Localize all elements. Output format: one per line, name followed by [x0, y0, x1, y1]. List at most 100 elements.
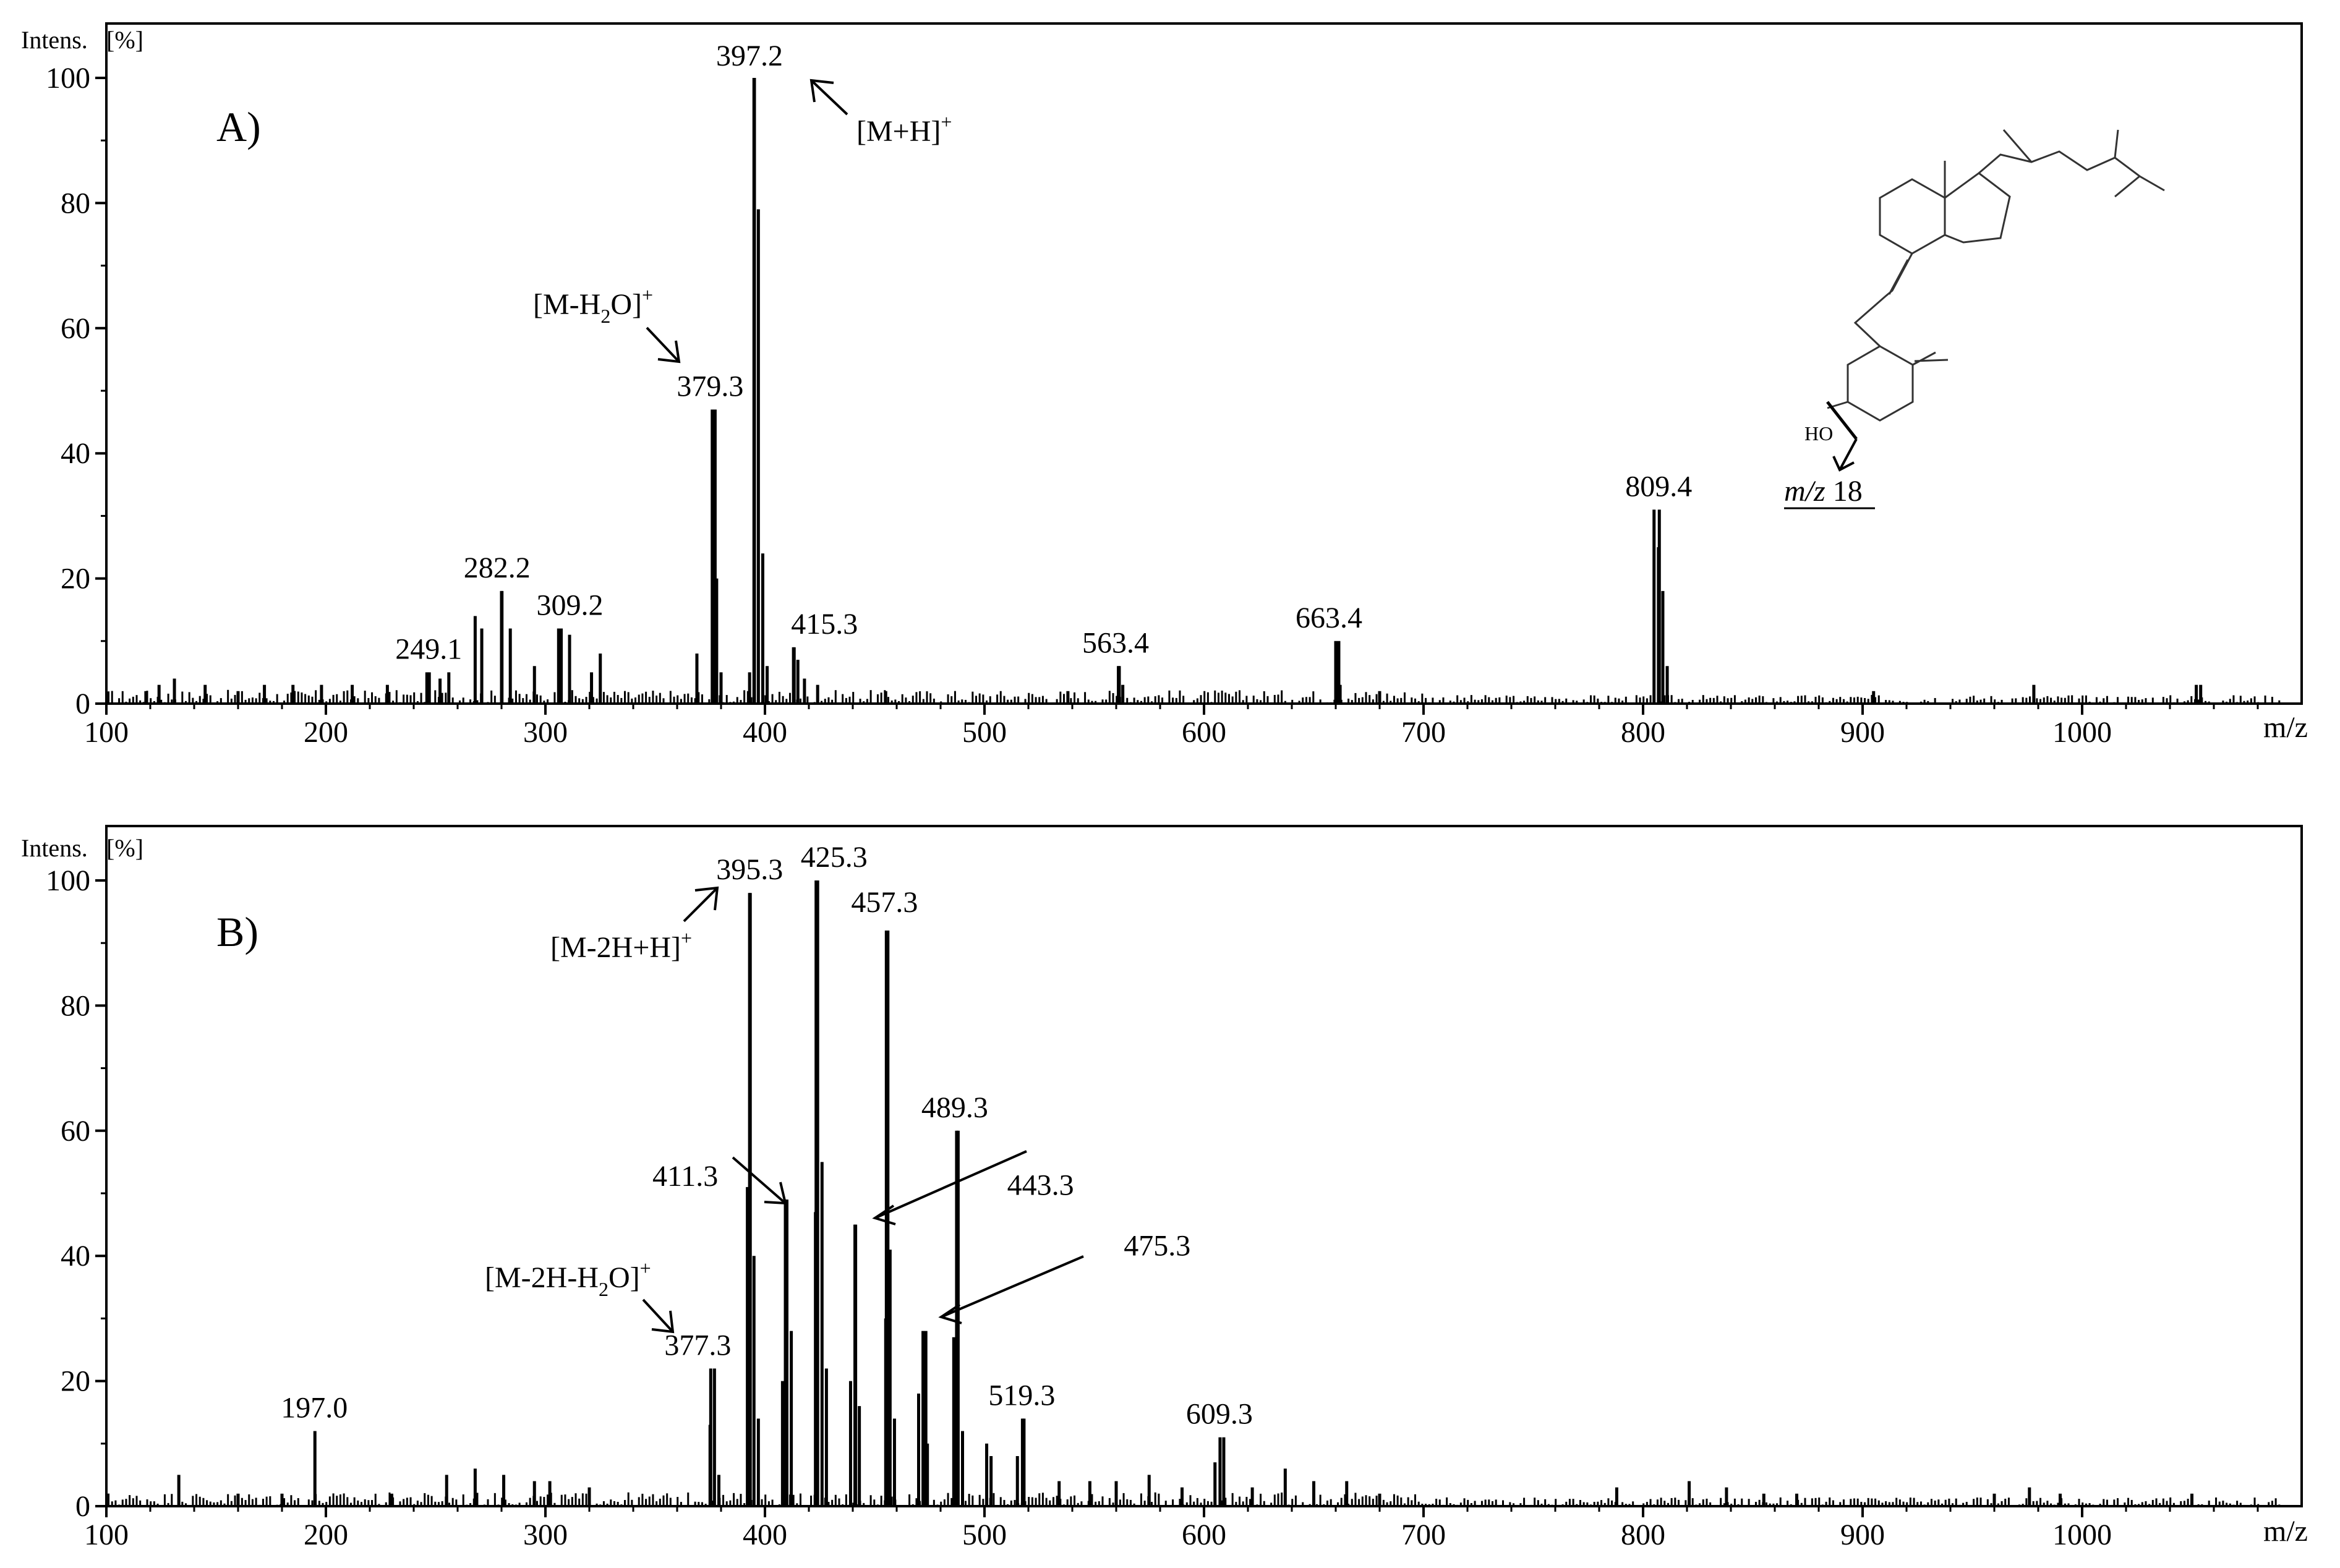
- peak-label: 379.3: [677, 370, 743, 403]
- peak-label: 197.0: [281, 1392, 348, 1425]
- axis-ticks: 100 200 300 400 500 600 700 800 900 1000 0 20 40 60 80…: [46, 864, 2259, 1551]
- peak-label: 609.3: [1186, 1398, 1253, 1431]
- annotation-arrow: [810, 79, 848, 116]
- x-tick-label: 400: [743, 716, 787, 749]
- peak-label: 411.3: [652, 1160, 718, 1193]
- y-tick-label: 40: [61, 437, 90, 470]
- y-tick-label: 0: [75, 1490, 90, 1523]
- peak-label: 397.2: [716, 40, 783, 72]
- structure-exomethylene: [1912, 351, 1949, 366]
- peak-label: 425.3: [801, 841, 868, 874]
- peak-label: 309.2: [537, 589, 604, 622]
- spectrum-bars: [108, 880, 2281, 1506]
- x-tick-label: 1000: [2052, 716, 2112, 749]
- structure-ring-a: [1847, 345, 1914, 422]
- arrow-head: [651, 1310, 675, 1334]
- peak-label: 395.3: [716, 853, 783, 886]
- arrow-475: [941, 1255, 1084, 1318]
- peak-label: 519.3: [988, 1379, 1055, 1412]
- annotation-arrow: [683, 887, 719, 922]
- peak-label: 443.3: [1007, 1169, 1074, 1202]
- annotation-m-minus-h2o: [M-H2O]+: [533, 284, 681, 364]
- x-tick-label: 100: [84, 716, 129, 749]
- annotation-text: [M-H2O]+: [533, 284, 653, 327]
- arrow-head: [657, 340, 681, 364]
- x-tick-label: 200: [304, 716, 348, 749]
- peak-label: 475.3: [1124, 1230, 1190, 1263]
- x-tick-label: 800: [1621, 1519, 1665, 1551]
- annotation-m-plus-h: [M+H]+: [809, 79, 952, 148]
- annotation-text: [M+H]+: [856, 111, 952, 148]
- x-tick-label: 900: [1840, 1519, 1885, 1551]
- peak-label: 809.4: [1625, 470, 1692, 503]
- axis-ticks: 100 200 300 400 500 600 700 800 900 1000 0 20 40 60 80…: [46, 62, 2259, 749]
- peak-label: 563.4: [1082, 626, 1149, 659]
- panel-b: 100 200 300 400 500 600 700 800 900 1000 0 20 40 60 80…: [21, 825, 2308, 1551]
- x-tick-label: 600: [1182, 1519, 1226, 1551]
- y-tick-label: 100: [46, 62, 90, 95]
- x-tick-label: 600: [1182, 716, 1226, 749]
- y-tick-label: 20: [61, 563, 90, 595]
- y-axis-label: Intens.: [21, 834, 88, 862]
- x-tick-label: 300: [523, 1519, 568, 1551]
- x-axis-label: m/z: [2263, 1515, 2308, 1548]
- panel-label: A): [216, 103, 261, 150]
- spectrum-bars: [108, 78, 2281, 704]
- peak-label: 377.3: [664, 1329, 731, 1361]
- peak-label: 457.3: [851, 886, 918, 919]
- peak-label: 282.2: [464, 552, 531, 584]
- x-tick-label: 300: [523, 716, 568, 749]
- panel-a: 100 200 300 400 500 600 700 800 900 1000 0 20 40 60 80…: [21, 22, 2308, 749]
- annotation-text: [M-2H+H]+: [550, 927, 692, 964]
- peak-label: 249.1: [395, 633, 462, 665]
- x-tick-label: 900: [1840, 716, 1885, 749]
- x-tick-label: 400: [743, 1519, 787, 1551]
- y-tick-label: 40: [61, 1240, 90, 1272]
- arrow-head: [694, 886, 719, 911]
- structure-side-chain: [1944, 129, 2165, 198]
- arrow-411: [732, 1156, 787, 1204]
- x-tick-label: 700: [1401, 1519, 1446, 1551]
- structure-ho-label: HO: [1804, 422, 1833, 445]
- peak-label: 415.3: [791, 608, 858, 641]
- y-tick-label: 60: [61, 1115, 90, 1148]
- y-tick-label: 0: [75, 688, 90, 720]
- y-tick-label: 80: [61, 187, 90, 219]
- annotation-text: [M-2H-H2O]+: [485, 1257, 651, 1300]
- y-axis-unit: [%]: [106, 834, 143, 862]
- annotation-m-2h-plus-h: [M-2H+H]+: [550, 886, 719, 964]
- arrow-443: [874, 1150, 1027, 1219]
- x-tick-label: 1000: [2052, 1519, 2112, 1551]
- peak-label: 489.3: [921, 1091, 988, 1124]
- x-axis-label: m/z: [2263, 711, 2308, 744]
- plot-frame: [105, 22, 2303, 705]
- panel-label: B): [216, 908, 258, 955]
- x-tick-label: 100: [84, 1519, 129, 1551]
- y-tick-label: 100: [46, 864, 90, 897]
- peak-label: 663.4: [1296, 602, 1362, 634]
- structure-ring-5: [1944, 172, 2011, 244]
- arrow-443-head: [872, 1204, 896, 1225]
- peak-labels: 397.2 379.3 282.2 249.1 309.2 415.3 563.4 663.4…: [395, 40, 1692, 665]
- annotation-arrow: [642, 1298, 674, 1333]
- x-tick-label: 500: [962, 716, 1007, 749]
- structure-cleavage-arrow: [1832, 438, 1858, 472]
- y-axis-unit: [%]: [106, 26, 143, 54]
- peak-labels: 395.3 425.3 457.3 489.3 411.3 443.3 475.3 377.3…: [281, 841, 1253, 1431]
- y-axis-label: Intens.: [21, 26, 88, 54]
- x-tick-label: 200: [304, 1519, 348, 1551]
- structure-cleavage-mark: [1826, 401, 1858, 440]
- x-tick-label: 500: [962, 1519, 1007, 1551]
- y-tick-label: 20: [61, 1365, 90, 1398]
- arrow-475-head: [938, 1303, 962, 1324]
- chemical-structure: [1826, 129, 2165, 472]
- y-tick-label: 60: [61, 312, 90, 345]
- structure-fragment-label: m/z 18: [1784, 475, 1863, 508]
- x-tick-label: 800: [1621, 716, 1665, 749]
- annotation-m-2h-minus-h2o: [M-2H-H2O]+: [485, 1257, 675, 1334]
- annotation-arrow: [646, 326, 680, 363]
- y-tick-label: 80: [61, 989, 90, 1022]
- arrow-head: [809, 79, 834, 103]
- arrow-411-head: [764, 1182, 787, 1205]
